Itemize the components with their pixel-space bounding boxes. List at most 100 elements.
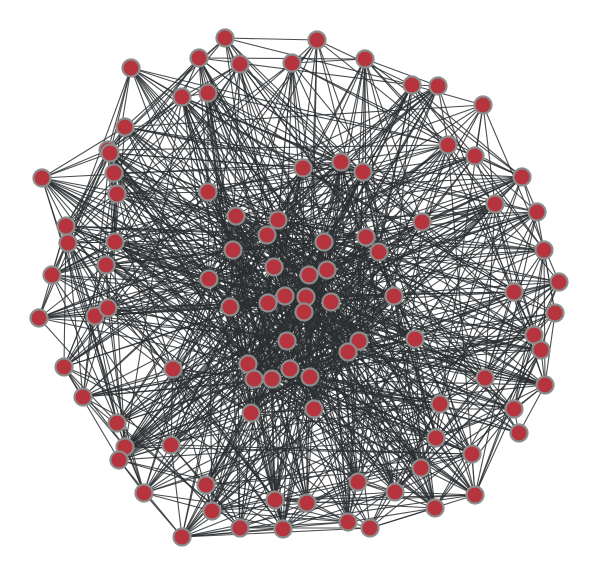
- graph-edge: [362, 144, 449, 173]
- graph-edge: [211, 502, 308, 512]
- graph-node: [220, 297, 240, 317]
- graph-edge: [65, 225, 325, 243]
- graph-edge: [484, 377, 520, 434]
- graph-edge: [63, 366, 120, 461]
- graph-edge: [170, 444, 183, 538]
- graph-edge: [289, 349, 542, 370]
- graph-edge: [63, 315, 96, 368]
- graph-edge: [109, 152, 310, 276]
- graph-edge: [181, 491, 396, 538]
- graph-node: [56, 216, 76, 236]
- graph-edge: [266, 234, 515, 293]
- graph-edge: [51, 274, 172, 446]
- graph-edge: [308, 249, 545, 276]
- graph-edge: [172, 368, 276, 501]
- graph-edge: [51, 274, 109, 309]
- graph-edge: [357, 467, 422, 483]
- graph-edge: [282, 408, 315, 530]
- graph-node: [462, 444, 482, 464]
- graph-node: [412, 212, 432, 232]
- graph-edge: [420, 467, 476, 496]
- graph-node: [509, 423, 529, 443]
- graph-node: [100, 143, 120, 163]
- graph-node: [275, 286, 295, 306]
- graph-edge: [118, 459, 207, 486]
- graph-edge: [211, 499, 276, 512]
- graph-node: [282, 53, 302, 73]
- graph-edge: [82, 368, 174, 398]
- graph-edge: [305, 295, 395, 298]
- graph-edge: [247, 340, 360, 365]
- graph-edge: [277, 219, 560, 283]
- graph-edge: [282, 491, 396, 530]
- graph-node: [98, 298, 118, 318]
- graph-edge: [364, 58, 367, 238]
- graph-node: [262, 369, 282, 389]
- graph-edge: [434, 349, 542, 509]
- graph-edge: [208, 278, 291, 370]
- graph-node: [338, 342, 358, 362]
- graph-node: [198, 182, 218, 202]
- graph-node: [504, 282, 524, 302]
- graph-node: [265, 490, 285, 510]
- graph-edge: [118, 306, 231, 461]
- graph-edge: [116, 191, 209, 195]
- graph-node: [360, 518, 380, 538]
- graph-edge: [358, 312, 556, 342]
- graph-edge: [170, 444, 473, 455]
- graph-edge: [207, 191, 367, 238]
- graph-node: [426, 428, 446, 448]
- graph-node: [54, 357, 74, 377]
- graph-edge: [313, 384, 546, 410]
- graph-edge: [82, 152, 111, 398]
- graph-edge: [347, 351, 486, 379]
- graph-edge: [116, 340, 288, 424]
- graph-node: [264, 257, 284, 277]
- graph-edge: [347, 507, 436, 523]
- graph-edge: [308, 274, 416, 340]
- graph-node: [299, 265, 319, 285]
- graph-edge: [323, 203, 496, 243]
- graph-node: [104, 163, 124, 183]
- graph-edge: [67, 193, 118, 244]
- graph-node: [215, 28, 235, 48]
- graph-node: [115, 117, 135, 137]
- graph-node: [321, 292, 341, 312]
- graph-edge: [211, 412, 252, 512]
- graph-edge: [124, 446, 473, 455]
- graph-edge: [323, 241, 535, 336]
- graph-node: [504, 399, 524, 419]
- graph-edge: [303, 311, 416, 340]
- graph-edge: [271, 378, 371, 529]
- graph-edge: [109, 152, 275, 268]
- graph-node: [73, 387, 93, 407]
- graph-edge: [274, 481, 359, 501]
- graph-node: [545, 303, 565, 323]
- graph-node: [268, 210, 288, 230]
- graph-edge: [107, 307, 174, 370]
- graph-edge: [365, 221, 423, 238]
- graph-edge: [124, 104, 484, 128]
- graph-edge: [94, 315, 371, 529]
- graph-edge: [282, 376, 311, 530]
- graph-node: [314, 232, 334, 252]
- graph-edge: [82, 396, 126, 448]
- graph-edge: [362, 155, 476, 173]
- graph-edge: [107, 307, 249, 365]
- graph-edge: [347, 351, 515, 410]
- graph-edge: [205, 368, 291, 486]
- graph-edge: [347, 349, 542, 353]
- graph-edge: [181, 527, 241, 538]
- graph-edge: [114, 241, 234, 251]
- graph-edge: [313, 408, 422, 469]
- graph-node: [258, 293, 278, 313]
- graph-edge: [109, 152, 213, 512]
- graph-edge: [107, 266, 275, 309]
- graph-edge: [109, 152, 291, 370]
- graph-edge: [291, 62, 304, 169]
- graph-edge: [105, 264, 210, 280]
- graph-edge: [484, 377, 546, 386]
- graph-edge: [205, 453, 473, 486]
- graph-edge: [198, 57, 366, 60]
